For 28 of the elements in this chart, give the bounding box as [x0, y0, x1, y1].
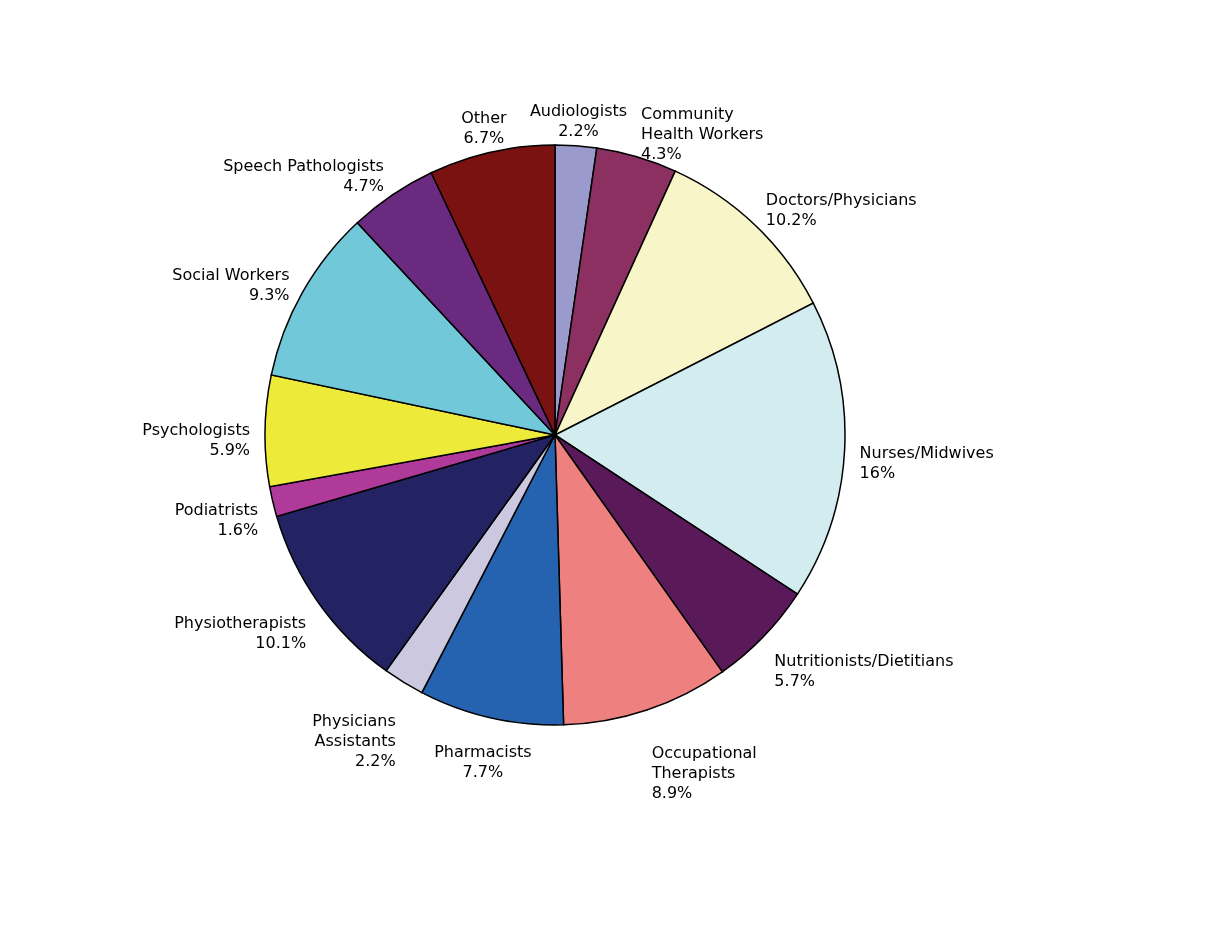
slice-label: Pharmacists: [434, 741, 532, 761]
data-label: 10.2%: [765, 210, 817, 230]
slice-label: Speech Pathologists: [223, 155, 384, 175]
data-label: 8.9%: [651, 782, 693, 802]
slice-label: Psychologists: [142, 420, 251, 440]
data-label: 7.7%: [462, 761, 504, 781]
slice-label: Other: [461, 107, 508, 127]
slice-label: Social Workers: [172, 264, 290, 284]
data-label: 2.2%: [355, 750, 396, 770]
slice-label: Physiotherapists: [174, 612, 307, 632]
data-label: 6.7%: [463, 127, 505, 147]
slice-label: Audiologists: [529, 100, 628, 120]
data-label: 4.3%: [641, 143, 682, 163]
slice-label: Doctors/Physicians: [765, 190, 917, 210]
data-label: 5.9%: [209, 440, 251, 460]
data-label: 2.2%: [558, 120, 599, 140]
data-label: 9.3%: [248, 284, 290, 304]
data-label: 5.7%: [774, 670, 816, 690]
slice-label: Podiatrists: [174, 499, 259, 519]
slice-label: Nurses/Midwives: [859, 442, 994, 462]
slice-label: Physicians Assistants: [312, 710, 396, 750]
slice-label: Occupational Therapists: [650, 742, 757, 782]
data-label: 10.1%: [255, 632, 307, 652]
data-label: 4.7%: [343, 175, 384, 195]
slice-label: Community Health Workers: [641, 103, 764, 143]
slice-label: Nutritionists/Dietitians: [774, 650, 954, 670]
data-label: 16%: [859, 462, 896, 482]
data-label: 1.6%: [217, 519, 259, 539]
